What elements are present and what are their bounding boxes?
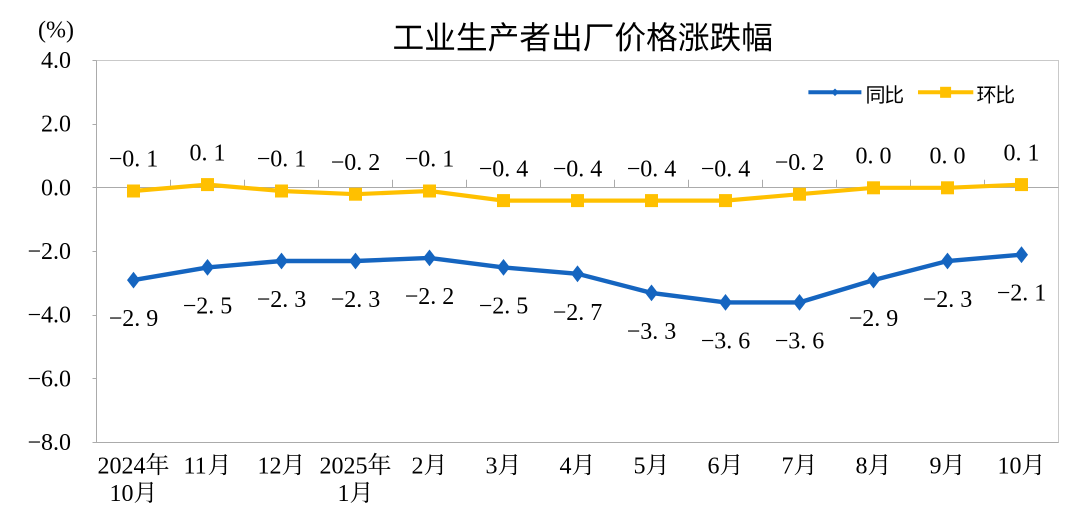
svg-text:−2. 1: −2. 1 <box>997 281 1047 307</box>
svg-text:7: 7 <box>782 453 794 479</box>
svg-text:2.0: 2.0 <box>41 112 71 138</box>
svg-text:−3. 3: −3. 3 <box>627 319 677 345</box>
svg-text:−0. 1: −0. 1 <box>405 147 455 173</box>
svg-text:−4.0: −4.0 <box>27 303 71 329</box>
svg-text:−0. 2: −0. 2 <box>775 150 825 176</box>
svg-text:0. 1: 0. 1 <box>1004 140 1040 166</box>
svg-text:−6.0: −6.0 <box>27 366 71 392</box>
svg-text:−2. 3: −2. 3 <box>923 287 973 313</box>
svg-text:−0. 4: −0. 4 <box>701 156 751 182</box>
svg-text:1: 1 <box>338 481 350 507</box>
svg-text:6: 6 <box>708 453 720 479</box>
svg-text:0. 0: 0. 0 <box>930 144 966 170</box>
svg-text:10: 10 <box>998 453 1022 479</box>
svg-text:−2. 5: −2. 5 <box>183 293 233 319</box>
svg-text:−2. 3: −2. 3 <box>331 287 381 313</box>
svg-text:2024: 2024 <box>98 453 146 479</box>
svg-text:−3. 6: −3. 6 <box>775 328 825 354</box>
svg-text:0. 0: 0. 0 <box>856 144 892 170</box>
svg-text:−0. 1: −0. 1 <box>109 147 159 173</box>
svg-text:4.0: 4.0 <box>41 48 71 74</box>
svg-text:2025: 2025 <box>320 453 368 479</box>
svg-text:−0. 1: −0. 1 <box>257 147 307 173</box>
svg-text:−2. 2: −2. 2 <box>405 284 455 310</box>
svg-text:9: 9 <box>930 453 942 479</box>
svg-text:5: 5 <box>634 453 646 479</box>
svg-text:11: 11 <box>184 453 207 479</box>
svg-text:2: 2 <box>412 453 424 479</box>
svg-text:−2. 5: −2. 5 <box>479 293 529 319</box>
svg-text:−0. 4: −0. 4 <box>479 156 529 182</box>
svg-text:8: 8 <box>856 453 868 479</box>
svg-text:−2. 7: −2. 7 <box>553 300 603 326</box>
svg-text:12: 12 <box>258 453 282 479</box>
svg-text:−2.0: −2.0 <box>27 239 71 265</box>
svg-text:−0. 4: −0. 4 <box>627 156 677 182</box>
svg-text:−2. 9: −2. 9 <box>109 306 159 332</box>
svg-text:−0. 2: −0. 2 <box>331 150 381 176</box>
svg-text:(%): (%) <box>38 18 74 44</box>
svg-text:0. 1: 0. 1 <box>190 140 226 166</box>
svg-text:−0. 4: −0. 4 <box>553 156 603 182</box>
svg-text:3: 3 <box>486 453 498 479</box>
svg-text:−2. 9: −2. 9 <box>849 306 899 332</box>
svg-text:−3. 6: −3. 6 <box>701 328 751 354</box>
svg-text:10: 10 <box>110 481 134 507</box>
svg-text:−2. 3: −2. 3 <box>257 287 307 313</box>
svg-text:4: 4 <box>560 453 572 479</box>
svg-text:−8.0: −8.0 <box>27 430 71 456</box>
svg-text:0.0: 0.0 <box>41 175 71 201</box>
